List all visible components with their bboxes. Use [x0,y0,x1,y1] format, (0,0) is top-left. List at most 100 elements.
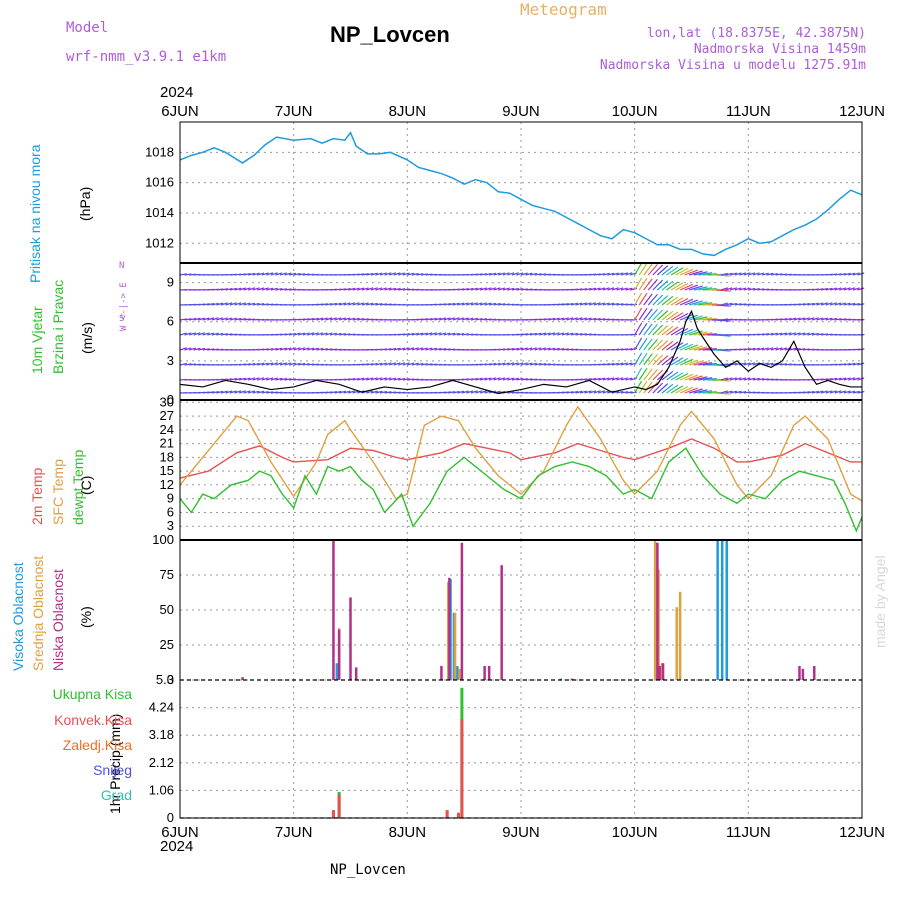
wind-barb [739,272,747,276]
wind-barb [625,287,633,291]
wind-barb [484,377,492,381]
wind-barb [375,377,383,381]
wind-barb [579,390,588,394]
wind-barb [766,347,774,351]
wind-barb [193,317,201,321]
y-tick-label: 1012 [145,235,174,250]
bar-cloud [720,540,724,680]
wind-barb [743,287,751,291]
wind-barb [448,302,456,306]
wind-barb [329,317,337,321]
wind-barb [479,377,487,381]
wind-barb [507,287,515,291]
wind-barb [366,287,374,291]
wind-barb [602,272,610,276]
wind-barb [698,302,713,306]
wind-barb [325,391,333,394]
y-tick-label: 1.06 [149,782,174,797]
wind-barb [589,390,597,394]
wind-barb [679,268,694,276]
wind-barb [293,362,301,366]
wind-barb [661,280,674,291]
wind-barb [852,390,860,394]
wind-barb [652,309,664,321]
y-tick-label: 9 [167,491,174,506]
wind-barb [298,318,306,321]
wind-barb [752,377,760,381]
wind-barb [379,362,387,366]
wind-barb [661,265,674,276]
wind-barb [302,347,310,351]
wind-barb [830,377,838,381]
wind-barb [602,302,610,306]
wind-barb [670,282,684,291]
wind-barb [666,311,679,321]
wind-barb [543,347,551,351]
wind-barb [579,317,587,321]
wind-barb [693,316,708,321]
wind-barb [225,302,233,306]
wind-barb [616,272,624,276]
wind-barb [625,362,633,366]
wind-barb [270,272,278,276]
wind-barb [279,362,287,366]
wind-barb [343,333,351,336]
wind-barb [216,288,224,291]
wind-barb [675,297,689,306]
wind-barb [666,371,679,381]
wind-barb [734,303,742,306]
wind-barb [656,265,669,276]
wind-barb [402,288,410,291]
wind-barb [816,288,824,291]
wind-barb [593,287,601,291]
wind-barb [275,272,283,276]
wind-barb [516,362,524,366]
wind-barb [393,377,401,381]
wind-barb [670,267,684,276]
wind-barb [379,348,388,351]
wind-barb [329,332,337,336]
wind-barb [670,372,684,381]
wind-barb [320,348,328,351]
wind-barb [393,272,401,276]
wind-barb [638,381,648,394]
wind-barb [611,390,619,394]
wind-barb [461,378,469,381]
bar-cloud [440,666,443,680]
wind-barb [270,362,278,366]
wind-barb [561,317,569,321]
wind-barb [598,390,606,394]
wind-barb [643,308,653,321]
wind-barb [698,272,713,276]
wind-barb [780,273,788,276]
wind-barb [652,382,664,394]
wind-barb [302,332,310,336]
wind-barb [584,333,592,336]
wind-barb [848,272,856,276]
wind-barb [429,332,437,336]
wind-barb [448,391,456,394]
wind-barb [670,297,684,306]
bar-precip [337,794,341,818]
wind-barb [261,272,269,276]
wind-barb [357,377,365,381]
wind-barb [643,338,653,351]
wind-barb [502,303,510,306]
wind-barb [666,296,679,306]
wind-barb [607,362,615,366]
wind-barb [852,272,860,276]
wind-barb [702,347,717,351]
wind-barb [452,302,460,306]
wind-barb [284,347,292,351]
wind-barb [720,363,729,366]
wind-barb [425,347,433,351]
wind-barb [825,317,833,321]
wind-barb [702,272,717,276]
wind-barb [748,391,756,394]
wind-barb [389,287,397,291]
date-label-bottom: 11JUN [726,824,771,841]
wind-barb [698,317,713,321]
wind-barb [739,303,747,306]
wind-barb [689,345,703,351]
wind-barb [361,377,369,381]
